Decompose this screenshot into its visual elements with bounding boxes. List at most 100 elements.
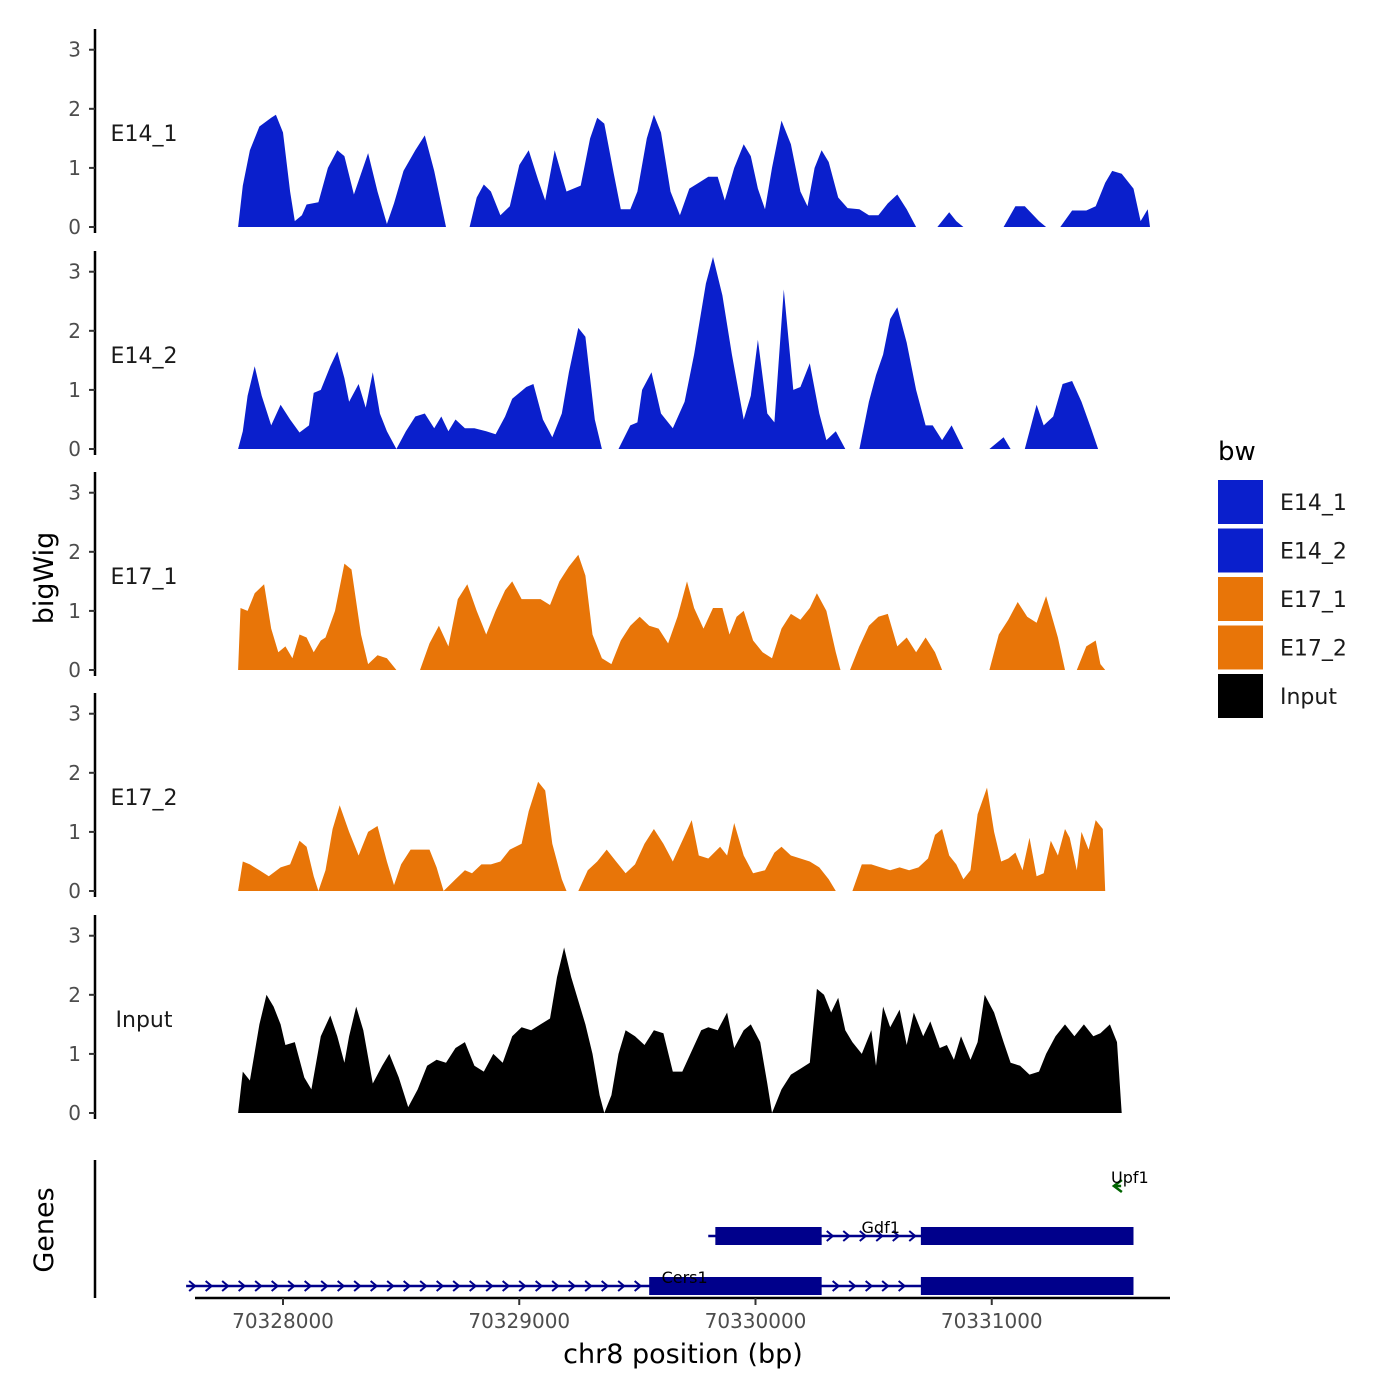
- area-E17_1: [238, 554, 1106, 670]
- gene-exon: [920, 1277, 1134, 1295]
- y-tick-label: 0: [68, 658, 81, 682]
- strand-chevron: [551, 1280, 560, 1292]
- strand-chevron: [881, 1280, 890, 1292]
- strand-chevron: [848, 1280, 857, 1292]
- x-axis-title: chr8 position (bp): [563, 1339, 803, 1370]
- legend-label: E17_1: [1280, 588, 1347, 613]
- track-label-E14_2: E14_2: [111, 344, 178, 369]
- strand-chevron: [842, 1230, 851, 1242]
- x-tick-label: 70330000: [705, 1309, 807, 1333]
- strand-chevron: [875, 1230, 884, 1242]
- area-E14_2: [238, 257, 1099, 449]
- area-E14_1: [238, 114, 1151, 227]
- y-tick-label: 2: [68, 319, 81, 343]
- gene-label-Upf1: Upf1: [1111, 1168, 1149, 1187]
- strand-chevron: [254, 1280, 263, 1292]
- legend-item-E17_1: E17_1: [1218, 577, 1347, 621]
- gene-Cers1: Cers1: [186, 1268, 1134, 1295]
- legend-item-E17_2: E17_2: [1218, 625, 1347, 670]
- strand-chevron: [287, 1280, 296, 1292]
- legend-item-E14_2: E14_2: [1218, 528, 1347, 573]
- strand-chevron: [600, 1280, 610, 1292]
- strand-chevron: [892, 1230, 901, 1242]
- legend-swatch: [1218, 577, 1263, 621]
- y-tick-label: 3: [68, 260, 81, 284]
- legend-title: bw: [1218, 437, 1256, 467]
- y-tick-label: 2: [68, 97, 81, 121]
- y-tick-label: 1: [68, 820, 81, 844]
- y-tick-label: 0: [68, 437, 81, 461]
- y-tick-label: 0: [68, 215, 81, 239]
- y-tick-label: 1: [68, 156, 81, 180]
- strand-chevron: [419, 1280, 428, 1292]
- gene-exon: [649, 1277, 822, 1295]
- strand-chevron: [435, 1280, 445, 1292]
- strand-chevron: [501, 1280, 511, 1292]
- x-tick-label: 70331000: [941, 1309, 1043, 1333]
- strand-chevron: [864, 1280, 874, 1292]
- strand-chevron: [402, 1280, 412, 1292]
- strand-chevron: [452, 1280, 461, 1292]
- legend: bw E14_1 E14_2 E17_1 E17_2 Input: [1218, 437, 1347, 718]
- x-axis: 70328000 70329000 70330000 70331000: [195, 1296, 1170, 1333]
- strand-chevron: [485, 1280, 494, 1292]
- genes-axis-title: Genes: [29, 1187, 60, 1272]
- track-label-E17_2: E17_2: [111, 786, 178, 811]
- y-tick-label: 3: [68, 702, 81, 726]
- x-tick-label: 70329000: [468, 1309, 570, 1333]
- legend-label: E14_1: [1280, 491, 1347, 516]
- strand-chevron: [320, 1280, 329, 1292]
- legend-label: E14_2: [1280, 540, 1347, 565]
- gene-Gdf1: Gdf1: [708, 1218, 1134, 1245]
- strand-chevron: [584, 1280, 593, 1292]
- strand-arrow: [1111, 1179, 1123, 1193]
- strand-chevron: [336, 1280, 346, 1292]
- track-E14_1: 0 1 2 3 E14_1: [68, 29, 1151, 239]
- genes-panel: Upf1 Gdf1 Cers1: [93, 1160, 1149, 1298]
- y-tick-label: 1: [68, 1042, 81, 1066]
- legend-item-E14_1: E14_1: [1218, 480, 1347, 524]
- y-tick-label: 0: [68, 1101, 81, 1125]
- y-tick-label: 1: [68, 378, 81, 402]
- strand-chevron: [386, 1280, 395, 1292]
- strand-chevron: [831, 1280, 841, 1292]
- strand-chevron: [303, 1280, 313, 1292]
- y-tick-label: 1: [68, 599, 81, 623]
- legend-swatch: [1218, 480, 1263, 524]
- strand-chevron: [908, 1230, 917, 1242]
- strand-chevron: [518, 1280, 527, 1292]
- legend-label: Input: [1280, 685, 1337, 710]
- strand-chevron: [859, 1230, 868, 1242]
- track-label-E17_1: E17_1: [111, 565, 178, 590]
- track-E14_2: 0 1 2 3 E14_2: [68, 251, 1099, 461]
- strand-chevron: [633, 1280, 643, 1292]
- strand-chevron: [534, 1280, 544, 1292]
- strand-chevron: [221, 1280, 230, 1292]
- strand-chevron: [188, 1280, 197, 1292]
- gene-Upf1: Upf1: [1111, 1168, 1149, 1193]
- x-tick-label: 70328000: [232, 1309, 334, 1333]
- legend-item-Input: Input: [1218, 674, 1337, 718]
- strand-chevron: [369, 1280, 379, 1292]
- track-E17_2: 0 1 2 3 E17_2: [68, 693, 1106, 903]
- gene-label-Cers1: Cers1: [662, 1268, 708, 1287]
- area-E17_2: [238, 781, 1106, 891]
- y-axis-title: bigWig: [29, 532, 60, 625]
- gene-label-Gdf1: Gdf1: [862, 1218, 900, 1237]
- strand-chevron: [897, 1280, 907, 1292]
- y-tick-label: 2: [68, 761, 81, 785]
- legend-swatch: [1218, 674, 1263, 718]
- y-tick-label: 2: [68, 540, 81, 564]
- signal-tracks: 0 1 2 3 E14_1 0 1 2 3 E14_2 0 1 2 3 E17_1 0 1 2 3 E17_2 0 1 2 3…: [68, 29, 1151, 1125]
- track-label-Input: Input: [116, 1008, 173, 1033]
- strand-chevron: [353, 1280, 362, 1292]
- gene-exon: [715, 1227, 822, 1245]
- track-label-E14_1: E14_1: [111, 122, 178, 147]
- area-Input: [238, 947, 1122, 1113]
- y-tick-label: 3: [68, 481, 81, 505]
- y-tick-label: 3: [68, 38, 81, 62]
- strand-chevron: [826, 1230, 835, 1242]
- gene-exon: [920, 1227, 1134, 1245]
